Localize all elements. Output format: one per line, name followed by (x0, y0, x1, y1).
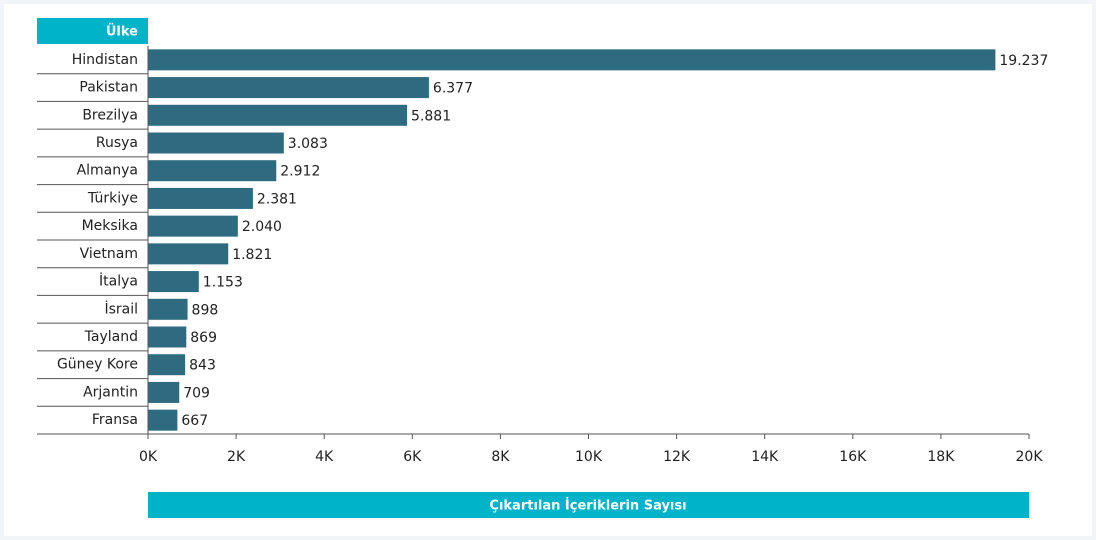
y-tick-label: Hindistan (72, 52, 138, 68)
data-label: 1.821 (232, 247, 272, 263)
bar (148, 187, 253, 209)
data-label: 843 (189, 358, 216, 374)
data-label: 19.237 (999, 53, 1048, 69)
x-tick-label: 16K (839, 449, 867, 465)
header-box (37, 18, 148, 44)
data-label: 1.153 (203, 275, 243, 291)
bar (148, 132, 284, 154)
y-tick-label: Brezilya (82, 107, 138, 123)
bar (148, 354, 186, 376)
y-tick-label: Tayland (84, 329, 138, 345)
x-tick-label: 14K (751, 449, 779, 465)
x-tick-label: 4K (315, 449, 334, 465)
bar (148, 326, 187, 348)
y-tick-label: Meksika (82, 218, 138, 234)
bar (148, 271, 199, 293)
bar (148, 160, 277, 182)
x-tick-label: 0K (139, 449, 158, 465)
bar (148, 381, 180, 403)
bar (148, 104, 408, 126)
y-tick-label: Rusya (96, 135, 138, 151)
y-tick-label: Almanya (77, 163, 138, 179)
y-tick-label: Fransa (92, 412, 138, 428)
x-tick-label: 12K (663, 449, 691, 465)
bar (148, 298, 188, 320)
data-label: 869 (190, 330, 217, 346)
bar (148, 409, 178, 431)
y-tick-label: Türkiye (87, 190, 138, 206)
y-tick-label: İtalya (99, 272, 138, 290)
bar (148, 215, 238, 237)
data-label: 898 (192, 302, 219, 318)
x-axis-title: Çıkartılan İçeriklerin Sayısı (489, 498, 686, 514)
bar (148, 77, 429, 99)
y-axis-title: Ülke (106, 24, 138, 40)
x-title-box (148, 492, 1029, 518)
y-tick-label: Vietnam (80, 246, 138, 262)
y-tick-label: Güney Kore (57, 357, 138, 373)
x-tick-label: 2K (227, 449, 246, 465)
x-tick-label: 18K (927, 449, 955, 465)
y-tick-label: Arjantin (83, 384, 138, 400)
x-tick-label: 20K (1016, 449, 1044, 465)
data-label: 2.381 (257, 191, 297, 207)
data-label: 3.083 (288, 136, 328, 152)
bar (148, 243, 229, 265)
x-tick-label: 6K (403, 449, 422, 465)
x-tick-label: 10K (575, 449, 603, 465)
y-tick-label: İsrail (104, 299, 138, 317)
x-tick-label: 8K (491, 449, 510, 465)
data-label: 2.912 (280, 164, 320, 180)
data-label: 6.377 (433, 81, 473, 97)
data-label: 5.881 (411, 108, 451, 124)
y-tick-label: Pakistan (79, 80, 138, 96)
data-label: 667 (181, 413, 208, 429)
bar (148, 49, 996, 71)
data-label: 709 (183, 385, 210, 401)
data-label: 2.040 (242, 219, 282, 235)
